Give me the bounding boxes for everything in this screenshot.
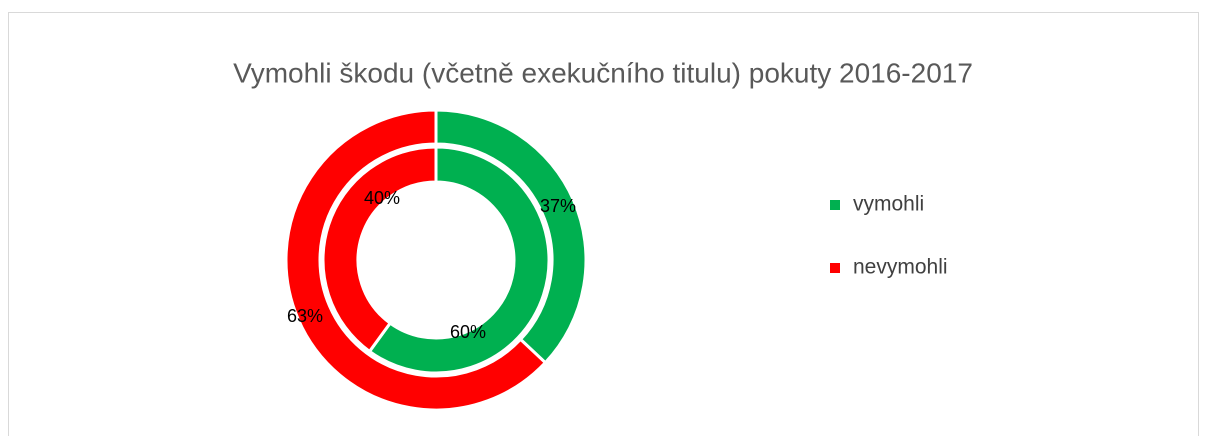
legend-label: nevymohli bbox=[853, 256, 948, 279]
legend-label: vymohli bbox=[853, 193, 924, 216]
doughnut-slice bbox=[284, 108, 548, 412]
chart-border bbox=[8, 12, 1199, 441]
data-label: 60% bbox=[450, 322, 486, 342]
data-label: 40% bbox=[364, 188, 400, 208]
data-label: 37% bbox=[540, 196, 576, 216]
chart-title: Vymohli škodu (včetně exekučního titulu)… bbox=[233, 57, 973, 88]
doughnut-slice bbox=[321, 145, 438, 354]
legend-swatch bbox=[830, 200, 840, 210]
doughnut-slice bbox=[367, 145, 551, 375]
legend-swatch bbox=[830, 263, 840, 273]
data-label: 63% bbox=[287, 306, 323, 326]
